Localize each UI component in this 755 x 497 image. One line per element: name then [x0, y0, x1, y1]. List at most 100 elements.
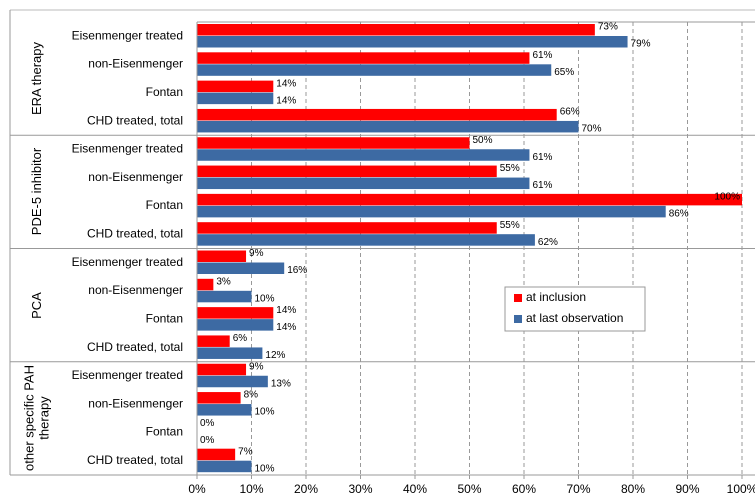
bar	[197, 177, 530, 190]
category-label: Fontan	[146, 311, 183, 325]
bar	[197, 460, 252, 473]
group-label: PCA	[29, 291, 45, 319]
value-label: 0%	[200, 418, 215, 429]
value-label: 10%	[255, 463, 275, 474]
x-tick-label: 30%	[348, 482, 372, 496]
bar	[197, 222, 497, 234]
category-label: Eisenmenger treated	[72, 368, 183, 382]
x-tick-label: 0%	[188, 482, 206, 496]
category-label: CHD treated, total	[87, 113, 183, 127]
value-label: 61%	[532, 50, 552, 61]
value-label: 61%	[532, 152, 552, 163]
value-label: 65%	[554, 67, 574, 78]
value-label: 10%	[255, 293, 275, 304]
bar	[197, 36, 628, 48]
bar	[197, 335, 230, 347]
x-tick-label: 90%	[675, 482, 699, 496]
bar	[197, 64, 552, 76]
bar	[197, 52, 530, 64]
value-label: 14%	[276, 95, 296, 106]
value-label: 86%	[669, 209, 689, 220]
legend-box	[504, 286, 646, 332]
legend-label: at last observation	[526, 311, 623, 325]
bar	[197, 363, 247, 376]
x-tick-label: 10%	[239, 482, 263, 496]
category-label: Fontan	[146, 425, 183, 439]
bar	[197, 290, 252, 303]
bar	[197, 120, 579, 133]
value-label: 10%	[255, 407, 275, 418]
x-tick-label: 20%	[294, 482, 318, 496]
bar	[197, 404, 252, 416]
category-label: non-Eisenmenger	[88, 57, 183, 71]
bar	[197, 24, 595, 36]
value-label: 73%	[598, 22, 618, 33]
bar	[197, 250, 247, 262]
category-label: Fontan	[146, 198, 183, 212]
value-label: 7%	[238, 446, 253, 457]
category-label: CHD treated, total	[87, 227, 183, 241]
value-label: 8%	[244, 390, 259, 401]
value-label: 9%	[249, 361, 264, 372]
group-label: PDE-5 inhibitor	[29, 148, 45, 236]
bar	[197, 108, 557, 121]
bar	[197, 205, 666, 218]
category-label: Eisenmenger treated	[72, 142, 183, 156]
value-label: 12%	[265, 350, 285, 361]
x-tick-label: 60%	[512, 482, 536, 496]
value-label: 14%	[276, 322, 296, 333]
value-label: 14%	[276, 305, 296, 316]
value-label: 66%	[560, 107, 580, 118]
bar	[197, 165, 497, 178]
value-label: 0%	[200, 435, 215, 446]
bar	[197, 193, 742, 206]
group-label: other specific PAH therapy	[22, 365, 52, 472]
category-label: non-Eisenmenger	[88, 396, 183, 410]
value-label: 16%	[287, 265, 307, 276]
value-label: 55%	[500, 220, 520, 231]
legend-label: at inclusion	[526, 290, 586, 304]
value-label: 62%	[538, 237, 558, 248]
bar	[197, 392, 241, 404]
bar	[197, 234, 535, 246]
category-label: Eisenmenger treated	[72, 28, 183, 42]
value-label: 6%	[233, 333, 248, 344]
value-label: 70%	[582, 124, 602, 135]
x-tick-label: 100%	[727, 482, 755, 496]
value-label: 14%	[276, 78, 296, 89]
value-label: 79%	[631, 39, 651, 50]
bar	[197, 319, 274, 331]
bar	[197, 307, 274, 319]
value-label: 13%	[271, 378, 291, 389]
value-label: 100%	[714, 192, 740, 203]
bar	[197, 278, 214, 291]
value-label: 9%	[249, 248, 264, 259]
category-label: Fontan	[146, 85, 183, 99]
x-tick-label: 40%	[403, 482, 427, 496]
value-label: 3%	[216, 276, 231, 287]
category-label: non-Eisenmenger	[88, 170, 183, 184]
bar	[197, 375, 268, 388]
bar	[197, 448, 236, 461]
bar	[197, 80, 274, 93]
bar	[197, 149, 530, 161]
bar	[197, 347, 263, 359]
bar	[197, 137, 470, 149]
bar	[197, 262, 285, 274]
legend-swatch	[514, 294, 522, 302]
category-label: CHD treated, total	[87, 340, 183, 354]
group-label: ERA therapy	[29, 42, 45, 116]
bar	[197, 92, 274, 105]
value-label: 61%	[532, 180, 552, 191]
value-label: 55%	[500, 163, 520, 174]
value-label: 50%	[473, 135, 493, 146]
x-tick-label: 80%	[621, 482, 645, 496]
category-label: non-Eisenmenger	[88, 283, 183, 297]
legend-swatch	[514, 315, 522, 323]
x-tick-label: 70%	[566, 482, 590, 496]
category-label: Eisenmenger treated	[72, 255, 183, 269]
x-tick-label: 50%	[457, 482, 481, 496]
category-label: CHD treated, total	[87, 453, 183, 467]
